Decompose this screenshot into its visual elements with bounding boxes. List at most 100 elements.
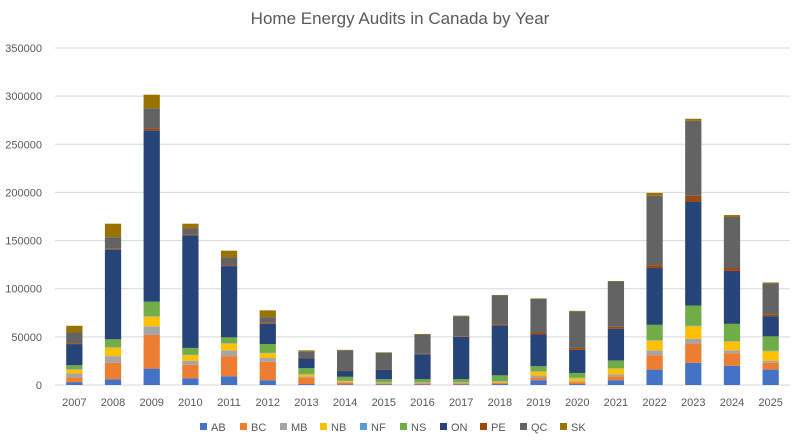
bar-segment (607, 360, 625, 369)
bar-segment (337, 350, 354, 371)
bar-segment (685, 338, 702, 344)
bar-segment (143, 128, 160, 131)
bar-segment (646, 369, 663, 385)
bar-segment (337, 376, 354, 381)
legend-label: MB (291, 422, 308, 434)
bar-segment (646, 195, 663, 266)
bar-segment (259, 361, 276, 381)
bar-segment (375, 383, 392, 385)
x-axis-ticks: 2007 2008 2009 2010 2011 2012 2013 2014 2015 2016… (62, 397, 783, 409)
x-tick-label: 2019 (526, 397, 550, 409)
bar-segment (491, 324, 508, 326)
bar-segment (723, 215, 741, 217)
x-tick-label: 2014 (333, 397, 357, 409)
legend-swatch (280, 423, 287, 430)
bar-segment (453, 383, 470, 385)
bar-segment (607, 326, 625, 329)
bar-segment (104, 362, 122, 380)
bar-segment (259, 317, 276, 323)
bar-segment (569, 311, 586, 348)
bar-segment (298, 377, 315, 385)
bar-segment (569, 372, 586, 378)
bar-segment (375, 352, 392, 370)
x-tick-label: 2013 (294, 397, 318, 409)
legend-label: NF (371, 422, 386, 434)
bar-segment (762, 336, 779, 351)
bar-segment (607, 376, 625, 381)
legend-swatch (480, 423, 487, 430)
bar-segment (723, 270, 741, 324)
bar-segment (723, 353, 741, 366)
bar-segment (66, 365, 83, 370)
bar-segment (182, 378, 199, 385)
bar-segment (298, 374, 315, 377)
bar-segment (337, 381, 354, 383)
bar-segment (685, 201, 702, 306)
bar-segment (723, 365, 741, 385)
bar-segment (337, 382, 354, 385)
bar-segment (259, 310, 276, 318)
bar-segment (182, 347, 199, 355)
bar-segment (143, 108, 160, 129)
y-tick-label: 350000 (5, 43, 42, 55)
legend-swatch (440, 423, 447, 430)
chart-title: Home Energy Audits in Canada by Year (251, 9, 550, 28)
y-tick-label: 300000 (5, 91, 42, 103)
bar-segment (66, 332, 83, 344)
x-tick-label: 2012 (256, 397, 280, 409)
bar-segment (646, 192, 663, 196)
bar-segment (220, 350, 238, 357)
x-tick-label: 2016 (410, 397, 434, 409)
bar-segment (530, 332, 547, 335)
bar-segment (298, 350, 315, 352)
bar-segment (259, 344, 276, 353)
bar-segment (104, 223, 122, 238)
legend-swatch (520, 423, 527, 430)
bar-segment (182, 234, 199, 236)
bar-segment (66, 382, 83, 385)
bar-segment (491, 375, 508, 382)
bar-segment (530, 380, 547, 385)
bar-segment (685, 305, 702, 326)
bar-segment (220, 266, 238, 338)
bar-segment (143, 334, 160, 369)
legend-swatch (200, 423, 207, 430)
bar-segment (220, 376, 238, 385)
x-tick-label: 2024 (720, 397, 744, 409)
y-tick-label: 50000 (11, 332, 42, 344)
bar-segment (298, 384, 315, 385)
bar-segment (182, 360, 199, 365)
legend-swatch (240, 423, 247, 430)
bar-segment (104, 237, 122, 249)
bar-segment (66, 344, 83, 366)
bar-segment (569, 381, 586, 383)
bar-segment (569, 378, 586, 382)
legend-label: NB (331, 422, 346, 434)
bar-segment (685, 343, 702, 363)
bar-segment (491, 383, 508, 385)
bar-segment (646, 350, 663, 356)
bar-segment (66, 373, 83, 378)
legend-label: QC (531, 422, 548, 434)
bar-segment (182, 235, 199, 348)
x-tick-label: 2022 (642, 397, 666, 409)
legend-label: AB (211, 422, 226, 434)
bar-segment (607, 328, 625, 361)
bar-segment (375, 379, 392, 383)
bar-segment (143, 368, 160, 385)
bar-segment (143, 301, 160, 317)
y-axis-ticks: 0 50000 100000 150000 200000 250000 300000 3500… (5, 43, 42, 392)
bar-segment (685, 118, 702, 121)
bar-segment (220, 356, 238, 377)
bar-segment (762, 351, 779, 361)
y-tick-label: 150000 (5, 236, 42, 248)
x-tick-label: 2023 (681, 397, 705, 409)
bar-segment (298, 368, 315, 374)
bar-segment (762, 314, 779, 317)
bar-segment (646, 268, 663, 325)
bar-segment (143, 94, 160, 109)
bar-segment (143, 130, 160, 302)
bars (66, 94, 779, 385)
bar-segment (182, 223, 199, 229)
